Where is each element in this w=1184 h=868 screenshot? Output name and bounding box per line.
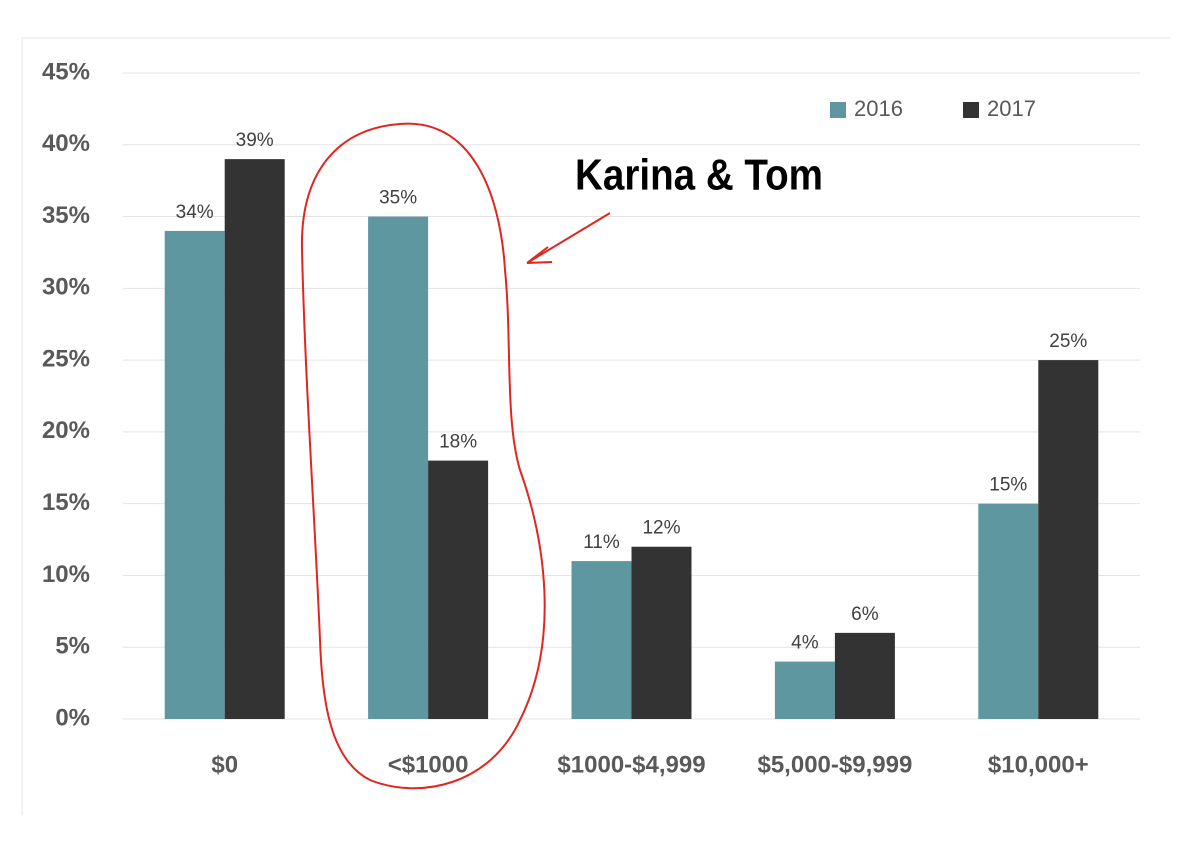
value-label: 34% bbox=[176, 202, 214, 223]
value-label: 18% bbox=[439, 432, 477, 453]
x-tick-label: <$1000 bbox=[388, 751, 469, 778]
annotation-arrow bbox=[526, 212, 611, 264]
bar bbox=[164, 230, 225, 719]
x-tick-label: $5,000-$9,999 bbox=[757, 751, 912, 778]
bar bbox=[224, 159, 285, 720]
y-tick-label: 25% bbox=[42, 345, 90, 372]
bar bbox=[1038, 360, 1099, 719]
bar bbox=[571, 561, 632, 719]
value-label: 4% bbox=[791, 633, 819, 654]
y-tick-label: 30% bbox=[42, 274, 90, 301]
bar bbox=[428, 460, 489, 719]
value-label: 15% bbox=[989, 475, 1027, 496]
legend-label: 2017 bbox=[987, 96, 1036, 121]
legend-label: 2016 bbox=[854, 96, 903, 121]
value-label: 11% bbox=[583, 532, 620, 553]
x-tick-label: $0 bbox=[211, 751, 238, 778]
plot-area: 0% 5% 10% 15% 20% 25% 30% 35% 40% 45% $0 34% 39% <$10… bbox=[42, 58, 1140, 778]
legend-swatch bbox=[963, 102, 979, 118]
y-tick-label: 0% bbox=[55, 704, 90, 731]
y-tick-label: 5% bbox=[55, 633, 90, 660]
y-tick-label: 10% bbox=[42, 561, 90, 588]
value-label: 12% bbox=[642, 518, 680, 539]
value-label: 6% bbox=[851, 604, 879, 625]
value-label: 25% bbox=[1049, 331, 1087, 352]
bar bbox=[834, 632, 895, 719]
x-tick-label: $1000-$4,999 bbox=[557, 751, 705, 778]
x-tick-label: $10,000+ bbox=[988, 751, 1089, 778]
y-tick-label: 45% bbox=[42, 58, 90, 85]
bar bbox=[774, 661, 835, 719]
bar bbox=[368, 216, 429, 720]
value-label: 39% bbox=[236, 130, 274, 151]
value-label: 35% bbox=[379, 188, 417, 209]
y-tick-label: 35% bbox=[42, 202, 90, 229]
legend-swatch bbox=[830, 102, 846, 118]
bar bbox=[631, 546, 692, 719]
annotation-text: Karina & Tom bbox=[575, 151, 823, 200]
bar bbox=[978, 503, 1039, 719]
y-tick-label: 15% bbox=[42, 489, 90, 516]
y-tick-label: 40% bbox=[42, 130, 90, 157]
annotation-loop bbox=[300, 122, 546, 790]
y-tick-label: 20% bbox=[42, 417, 90, 444]
